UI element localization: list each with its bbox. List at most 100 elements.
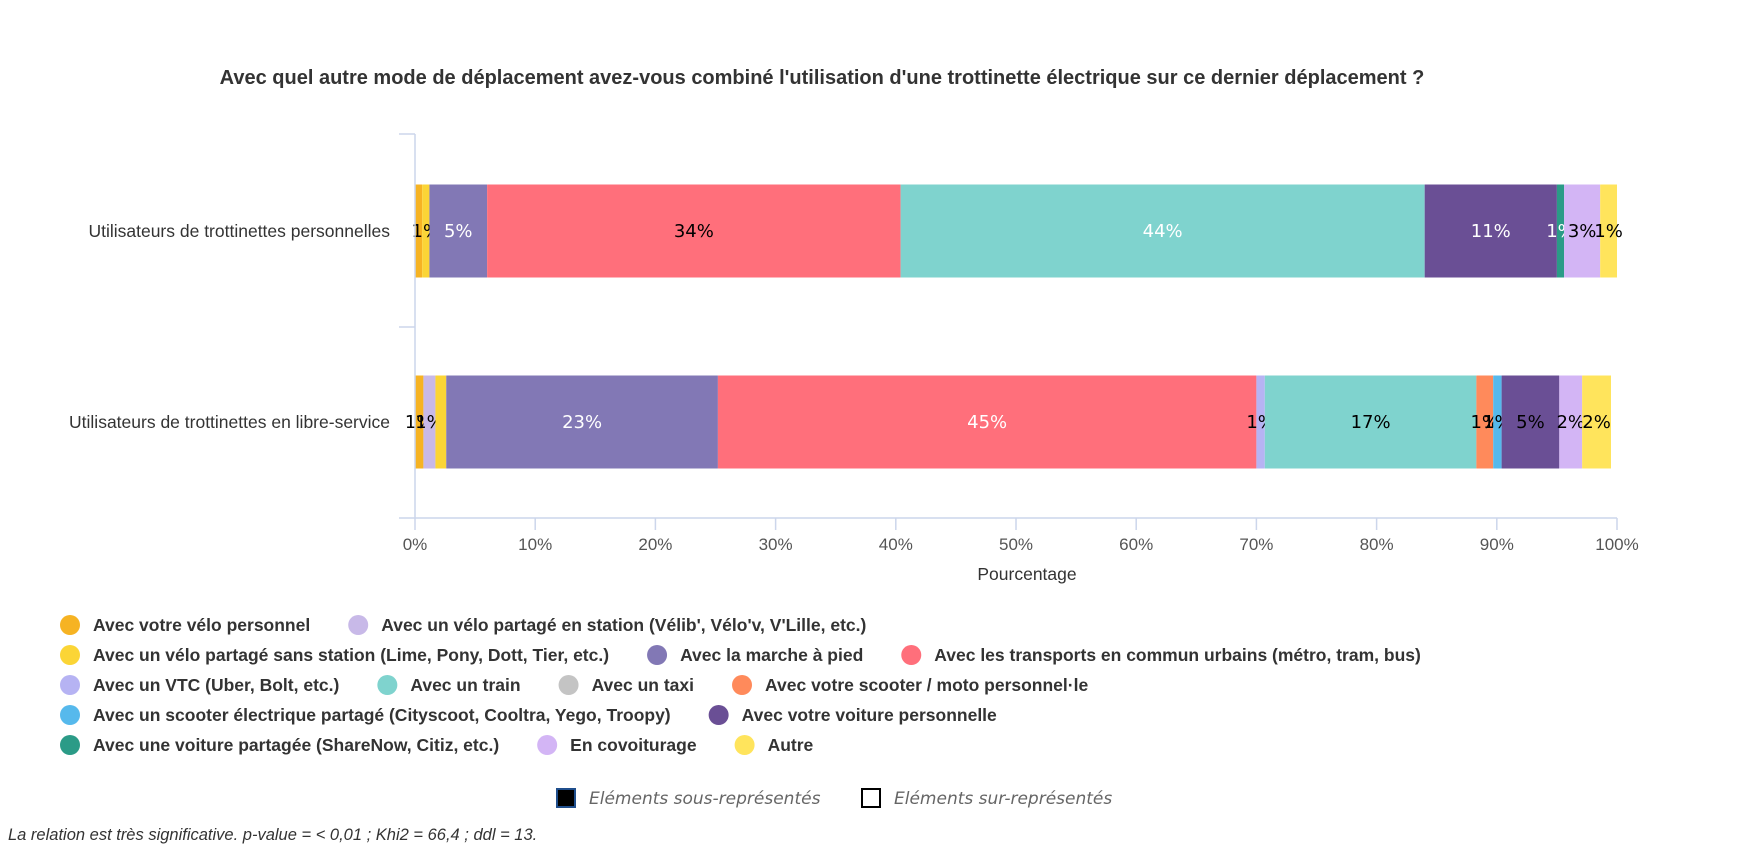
bar-segment (415, 184, 423, 278)
legend-marker (732, 675, 753, 695)
legend-label: Avec votre scooter / moto personnel·le (765, 675, 1088, 695)
bar-segment (1264, 375, 1477, 469)
legend-label: Avec votre voiture personnelle (742, 705, 997, 725)
category-label: Utilisateurs de trottinettes en libre-se… (69, 412, 390, 432)
key-under-label: Eléments sous-représentés (589, 789, 821, 809)
legend-label: Avec un vélo partagé sans station (Lime,… (93, 645, 609, 665)
data-label: 1% (1594, 221, 1623, 242)
legend[interactable]: Avec votre vélo personnel Avec un vélo pa… (60, 615, 1421, 755)
bar-segment (1559, 375, 1583, 469)
legend-label: Avec les transports en commun urbains (m… (934, 645, 1421, 665)
legend-marker (377, 675, 398, 695)
x-tick-label: 10% (518, 535, 552, 554)
key-under-represented: Eléments sous-représentés (556, 788, 821, 809)
footnote: La relation est très significative. p-va… (8, 826, 537, 844)
legend-label: Avec votre vélo personnel (93, 615, 310, 635)
bar-segment (435, 375, 447, 469)
data-label: 2% (1582, 412, 1611, 433)
category-label: Utilisateurs de trottinettes personnelle… (88, 221, 390, 241)
x-tick-label: 50% (999, 535, 1033, 554)
legend-item[interactable]: Avec un vélo partagé en station (Vélib',… (348, 615, 866, 635)
bar-segment (717, 375, 1257, 469)
legend-marker (708, 705, 729, 725)
legend-item[interactable]: Avec votre vélo personnel (60, 615, 310, 635)
key-over-swatch (861, 788, 881, 808)
legend-marker (60, 735, 80, 755)
x-tick-label: 20% (638, 535, 672, 554)
legend-label: En covoiturage (570, 735, 697, 755)
legend-label: Autre (768, 735, 814, 755)
data-label: 11% (1471, 221, 1511, 242)
key-over-label: Eléments sur-représentés (894, 789, 1112, 809)
bar-segment (1476, 375, 1494, 469)
bar-segment (1256, 375, 1265, 469)
data-label: 5% (444, 221, 473, 242)
legend-item[interactable]: Autre (734, 735, 814, 755)
x-tick-label: 30% (759, 535, 793, 554)
bar-segment (1564, 184, 1601, 278)
legend-label: Avec un vélo partagé en station (Vélib',… (381, 615, 866, 635)
bar-segment (429, 184, 488, 278)
data-label: 1% (1470, 412, 1499, 433)
legend-item[interactable]: En covoiturage (537, 735, 697, 755)
legend-item[interactable]: Avec un vélo partagé sans station (Lime,… (60, 645, 609, 665)
legend-label: Avec un taxi (592, 675, 694, 695)
legend-marker (60, 675, 80, 695)
bar-segment (422, 184, 430, 278)
chart-title: Avec quel autre mode de déplacement avez… (220, 67, 1425, 89)
legend-label: Avec une voiture partagée (ShareNow, Cit… (93, 735, 499, 755)
bar-segment (415, 375, 424, 469)
x-tick-label: 80% (1360, 535, 1394, 554)
x-tick-label: 90% (1480, 535, 1514, 554)
data-label: 45% (967, 412, 1007, 433)
key-over-represented: Eléments sur-représentés (861, 788, 1112, 809)
x-tick-label: 70% (1239, 535, 1273, 554)
legend-item[interactable]: Avec un scooter électrique partagé (City… (60, 705, 671, 725)
legend-label: Avec un train (410, 675, 520, 695)
bar-segment (900, 184, 1425, 278)
legend-marker (348, 615, 369, 635)
bar-segment (423, 375, 436, 469)
legend-marker (537, 735, 558, 755)
legend-item[interactable]: Avec votre scooter / moto personnel·le (732, 675, 1088, 695)
x-tick-label: 40% (879, 535, 913, 554)
data-label: 34% (674, 221, 714, 242)
legend-item[interactable]: Avec un taxi (558, 675, 694, 695)
legend-marker (558, 675, 579, 695)
legend-item[interactable]: Avec les transports en commun urbains (m… (901, 645, 1421, 665)
bar-segment (1556, 184, 1565, 278)
x-tick-label: 60% (1119, 535, 1153, 554)
data-label: 44% (1143, 221, 1183, 242)
legend-item[interactable]: Avec votre voiture personnelle (708, 705, 997, 725)
legend-marker (647, 645, 668, 665)
bar-segment (487, 184, 901, 278)
key-under-swatch (556, 788, 576, 808)
legend-marker (901, 645, 922, 665)
legend-marker (60, 645, 80, 665)
legend-marker (60, 615, 80, 635)
bar-segment (1424, 184, 1557, 278)
legend-marker (60, 705, 80, 725)
x-axis-title: Pourcentage (977, 564, 1076, 584)
x-tick-label: 100% (1595, 535, 1638, 554)
bar-segment (446, 375, 718, 469)
bar-segment (1582, 375, 1611, 469)
axes: Utilisateurs de trottinettes personnelle… (69, 133, 1639, 554)
bar-segment (1493, 375, 1502, 469)
data-label: 3% (1568, 221, 1597, 242)
data-label: 2% (1556, 412, 1585, 433)
data-label: 23% (562, 412, 602, 433)
legend-label: Avec la marche à pied (680, 645, 863, 665)
legend-item[interactable]: Avec la marche à pied (647, 645, 863, 665)
legend-item[interactable]: Avec une voiture partagée (ShareNow, Cit… (60, 735, 499, 755)
legend-marker (734, 735, 755, 755)
plot-area: 1% 5% 34% 44% 11% 1%3%1%1%1% 23% 45% 1% 17% 1%1% 5%… (405, 184, 1623, 469)
legend-item[interactable]: Avec un VTC (Uber, Bolt, etc.) (60, 675, 339, 695)
x-tick-label: 0% (403, 535, 428, 554)
bar-segment (1501, 375, 1560, 469)
bar-segment (1600, 184, 1617, 278)
legend-item[interactable]: Avec un train (377, 675, 521, 695)
legend-label: Avec un scooter électrique partagé (City… (93, 705, 671, 725)
legend-label: Avec un VTC (Uber, Bolt, etc.) (93, 675, 339, 695)
data-label: 17% (1351, 412, 1391, 433)
